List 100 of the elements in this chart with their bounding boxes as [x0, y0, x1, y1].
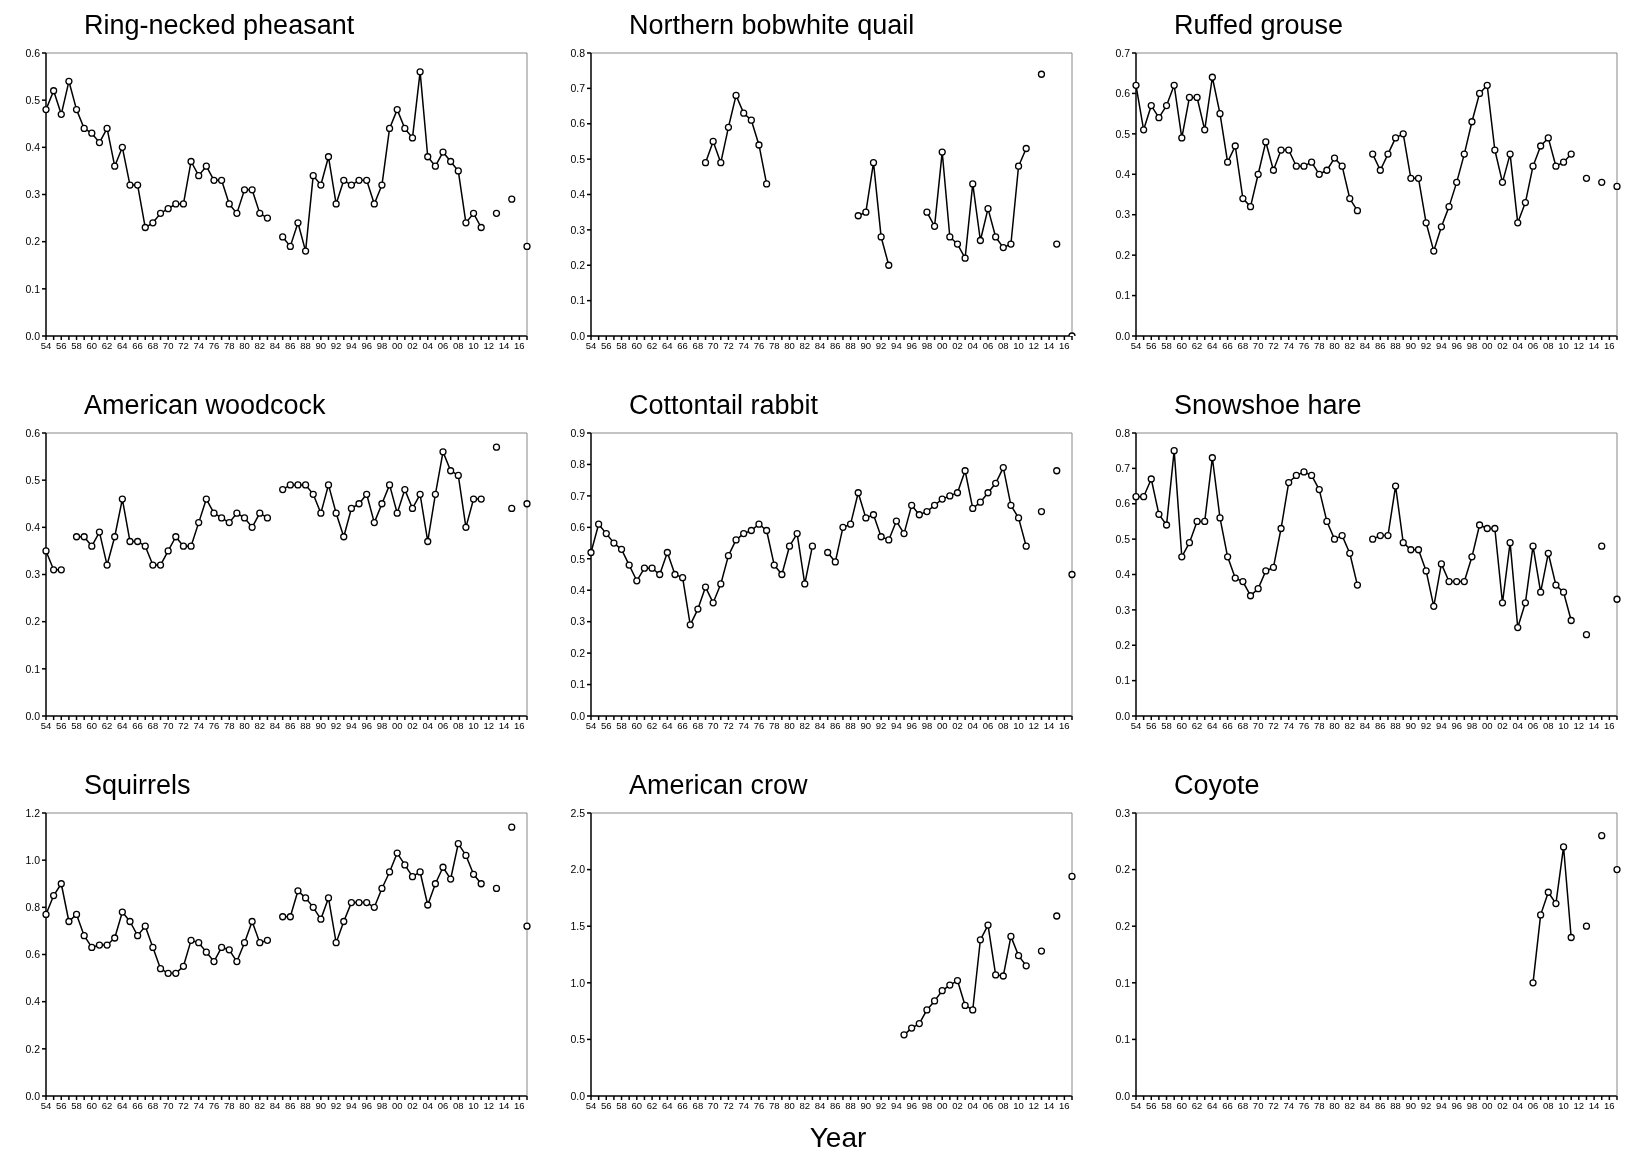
x-tick-label: 84: [269, 1099, 281, 1111]
point: [1521, 198, 1530, 207]
point: [1338, 162, 1346, 170]
y-tick-label: 0.2: [25, 235, 41, 248]
point: [523, 500, 531, 508]
y-tick-label: 0.3: [1115, 603, 1131, 616]
x-tick-label: 54: [585, 1099, 597, 1111]
point: [195, 939, 203, 947]
x-tick-label: 76: [753, 719, 765, 731]
point: [1147, 101, 1155, 110]
chart-title: Northern bobwhite quail: [628, 9, 916, 42]
point: [930, 997, 939, 1005]
point: [393, 105, 401, 114]
point: [309, 903, 317, 911]
x-tick-label: 72: [178, 1099, 189, 1111]
x-tick-label: 88: [1390, 339, 1401, 351]
x-tick-label: 74: [1283, 1099, 1294, 1111]
point: [49, 566, 58, 574]
y-tick-label: 0.5: [570, 552, 586, 565]
x-tick-label: 82: [254, 339, 266, 351]
point: [1007, 240, 1015, 248]
point: [156, 561, 165, 569]
point: [240, 186, 249, 194]
point: [141, 922, 149, 930]
x-tick-label: 08: [1543, 719, 1554, 731]
point: [317, 509, 325, 517]
x-tick-label: 54: [585, 719, 597, 731]
x-tick-label: 10: [1013, 719, 1024, 731]
x-tick-label: 76: [208, 719, 220, 731]
x-tick-label: 68: [147, 719, 159, 731]
y-tick-label: 0.3: [570, 223, 586, 236]
y-tick-label: 1.0: [25, 853, 41, 866]
x-tick-label: 04: [1512, 339, 1524, 351]
point: [1231, 142, 1239, 150]
point: [961, 254, 969, 262]
point: [309, 490, 317, 498]
point: [961, 1001, 969, 1010]
point: [393, 509, 401, 517]
point: [1292, 471, 1300, 480]
x-tick-label: 72: [723, 1099, 734, 1111]
point: [633, 577, 641, 585]
point: [1014, 951, 1023, 960]
point: [1567, 150, 1575, 158]
x-tick-label: 56: [55, 1099, 67, 1111]
point: [462, 219, 470, 227]
point: [1330, 154, 1339, 162]
point: [1239, 194, 1247, 203]
x-tick-label: 92: [875, 719, 887, 731]
point: [294, 219, 302, 227]
point: [1346, 549, 1354, 557]
x-tick-label: 56: [1145, 339, 1157, 351]
x-tick-label: 80: [784, 339, 795, 351]
point: [156, 209, 165, 218]
x-tick-label: 92: [1420, 719, 1432, 731]
point: [72, 910, 81, 919]
x-tick-label: 62: [1191, 339, 1203, 351]
point: [1399, 539, 1407, 547]
y-tick-label: 0.0: [570, 1089, 586, 1102]
point: [1277, 146, 1285, 154]
point: [508, 504, 516, 513]
x-tick-label: 90: [860, 1099, 872, 1111]
point: [1353, 207, 1362, 215]
x-tick-label: 80: [239, 339, 250, 351]
point: [1552, 899, 1560, 908]
x-tick-label: 72: [1268, 719, 1279, 731]
point: [1185, 93, 1194, 102]
point: [770, 561, 778, 569]
y-tick-label: 0.5: [1115, 532, 1131, 545]
point: [210, 509, 218, 517]
point: [953, 489, 962, 497]
x-tick-label: 08: [1543, 339, 1554, 351]
point: [72, 533, 81, 541]
x-tick-label: 66: [132, 719, 143, 731]
point: [225, 518, 233, 527]
point: [1201, 517, 1209, 526]
y-tick-label: 0.2: [570, 258, 586, 271]
x-tick-label: 00: [936, 1099, 948, 1111]
x-tick-label: 98: [1466, 1099, 1478, 1111]
x-tick-label: 90: [315, 719, 327, 731]
point: [80, 533, 88, 541]
x-tick-label: 64: [1207, 719, 1218, 731]
point: [111, 934, 119, 942]
x-tick-label: 60: [1176, 339, 1188, 351]
point: [869, 511, 878, 519]
y-tick-label: 0.2: [1115, 638, 1131, 651]
point: [640, 564, 649, 572]
point: [1506, 539, 1514, 547]
x-tick-label: 70: [162, 339, 174, 351]
x-tick-label: 66: [1222, 719, 1233, 731]
y-tick-label: 0.5: [25, 93, 41, 106]
point: [447, 157, 455, 166]
point: [1437, 560, 1446, 568]
point: [1132, 81, 1140, 89]
x-tick-label: 66: [132, 1099, 143, 1111]
x-tick-label: 56: [1145, 719, 1157, 731]
y-tick-label: 0.7: [570, 82, 586, 95]
point: [1582, 174, 1591, 182]
x-tick-label: 14: [498, 1099, 510, 1111]
point: [1498, 599, 1507, 607]
point: [179, 542, 188, 550]
